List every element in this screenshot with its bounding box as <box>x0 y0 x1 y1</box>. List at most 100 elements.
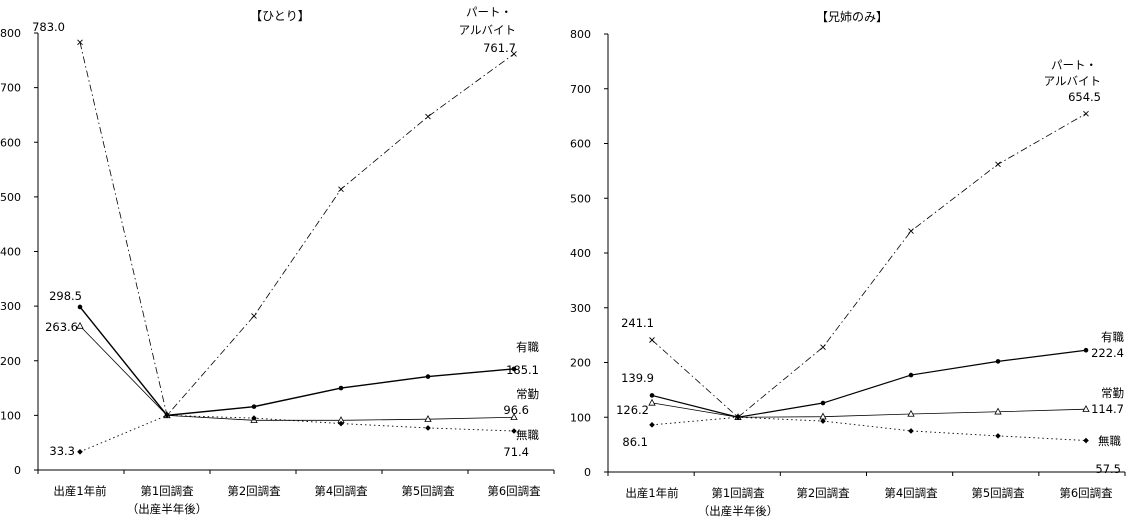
data-label: 241.1 <box>621 316 654 330</box>
series-label: 無職 <box>1098 434 1121 448</box>
x-tick-label: 第2回調査 <box>227 484 281 498</box>
series-label: パート・ <box>1051 58 1097 72</box>
data-point <box>76 321 84 329</box>
x-tick-label: 第1回調査 <box>711 486 765 500</box>
chart-hitori: 【ひとり】 0 100 200 300 400 500 600 700 800 出産1年前 第1回調査… <box>0 5 555 516</box>
data-point <box>338 186 344 193</box>
y-tick-label: 0 <box>584 466 591 479</box>
series-line <box>651 113 1087 418</box>
series-2: 263.6 96.6 常勤 <box>45 320 539 423</box>
data-point <box>425 425 431 431</box>
data-point <box>338 385 344 391</box>
y-tick-label: 100 <box>0 409 21 422</box>
data-point <box>425 113 431 120</box>
data-point <box>251 404 257 409</box>
data-point <box>424 415 432 422</box>
y-tick-label: 200 <box>0 355 21 368</box>
data-label: 126.2 <box>616 403 649 417</box>
data-point <box>820 344 826 350</box>
data-label: 33.3 <box>49 444 75 458</box>
data-point <box>649 422 655 428</box>
data-point <box>77 39 83 46</box>
series-label: パート・ <box>466 5 512 19</box>
chart-title: 【ひとり】 <box>250 9 310 23</box>
series-3: 33.3 71.4 無職 <box>49 412 539 459</box>
data-point <box>735 414 741 421</box>
series-label: 有職 <box>1101 330 1124 344</box>
data-label: 654.5 <box>1068 90 1101 104</box>
series-line <box>79 306 515 417</box>
data-point <box>995 161 1001 168</box>
y-tick-label: 400 <box>570 247 591 260</box>
data-label: 263.6 <box>45 320 78 334</box>
data-label: 222.4 <box>1091 346 1124 360</box>
data-point <box>510 413 518 420</box>
y-tick-label: 700 <box>570 83 591 96</box>
data-point <box>1082 405 1090 412</box>
y-tick-label: 600 <box>570 138 591 151</box>
data-label: 139.9 <box>621 371 654 385</box>
series-line <box>651 402 1087 418</box>
data-point <box>511 366 517 372</box>
series-3: 86.1 57.5 無職 <box>622 414 1121 476</box>
x-tick-label: 第5回調査 <box>971 486 1025 500</box>
series-line <box>79 42 515 417</box>
y-tick-label: 0 <box>14 464 21 477</box>
data-label: 96.6 <box>503 403 529 417</box>
data-point <box>819 412 827 420</box>
series-1: 139.9 222.4 有職 <box>621 330 1124 420</box>
data-point <box>908 228 914 234</box>
series-label: アルバイト <box>459 23 516 37</box>
chart-title: 【兄姉のみ】 <box>816 9 888 24</box>
y-tick-label: 300 <box>0 300 21 313</box>
data-point <box>425 374 431 379</box>
series-line <box>651 416 1087 441</box>
y-tick-label: 800 <box>0 27 21 40</box>
data-point <box>77 304 83 310</box>
y-tick-label: 200 <box>570 357 591 370</box>
data-label: 783.0 <box>32 20 65 34</box>
data-point <box>649 393 655 398</box>
x-tick-label: 出産1年前 <box>53 484 106 498</box>
data-point <box>1083 437 1089 444</box>
chart-kyoushi-nomi: 【兄姉のみ】 0 100 200 300 400 500 600 700 800 出産1年前 第1回調… <box>570 9 1126 518</box>
data-point <box>511 51 517 57</box>
x-tick-sublabel: （出産半年後） <box>127 502 208 516</box>
data-label: 185.1 <box>506 363 539 377</box>
x-tick-label: 第1回調査 <box>140 484 194 498</box>
y-tick-label: 500 <box>0 191 21 204</box>
series-label: 有職 <box>516 340 539 354</box>
series-2: 126.2 114.7 常勤 <box>616 386 1124 420</box>
x-tick-sublabel: （出産半年後） <box>698 504 779 518</box>
series-label: 常勤 <box>516 387 539 401</box>
data-point <box>338 420 344 427</box>
data-label: 761.7 <box>483 41 516 55</box>
series-1: 298.5 185.1 有職 <box>49 289 539 418</box>
y-tick-label: 400 <box>0 246 21 259</box>
series-label: 無職 <box>516 428 539 442</box>
data-label: 86.1 <box>622 435 648 449</box>
x-tick-label: 第4回調査 <box>884 486 938 500</box>
x-tick-label: 第4回調査 <box>314 484 368 498</box>
y-tick-label: 700 <box>0 82 21 95</box>
series-label: 常勤 <box>1101 386 1124 400</box>
data-point <box>1083 110 1089 117</box>
x-tick-label: 第5回調査 <box>401 484 455 498</box>
data-point <box>994 407 1002 415</box>
data-point <box>908 428 914 434</box>
series-0: 783.0 761.7 パート・アルバイト <box>32 5 517 419</box>
data-label: 57.5 <box>1095 462 1121 476</box>
y-tick-label: 800 <box>570 28 591 41</box>
series-line <box>651 349 1087 418</box>
y-tick-label: 300 <box>570 302 591 315</box>
data-point <box>251 415 257 421</box>
data-label: 114.7 <box>1091 402 1124 416</box>
series-label: アルバイト <box>1044 74 1101 88</box>
x-tick-label: 第2回調査 <box>796 486 850 500</box>
series-0: 241.1 654.5 パート・アルバイト <box>621 58 1101 421</box>
data-label: 71.4 <box>503 445 529 459</box>
x-tick-label: 第6回調査 <box>1059 486 1113 500</box>
x-tick-label: 第6回調査 <box>487 484 541 498</box>
data-point <box>820 418 826 424</box>
